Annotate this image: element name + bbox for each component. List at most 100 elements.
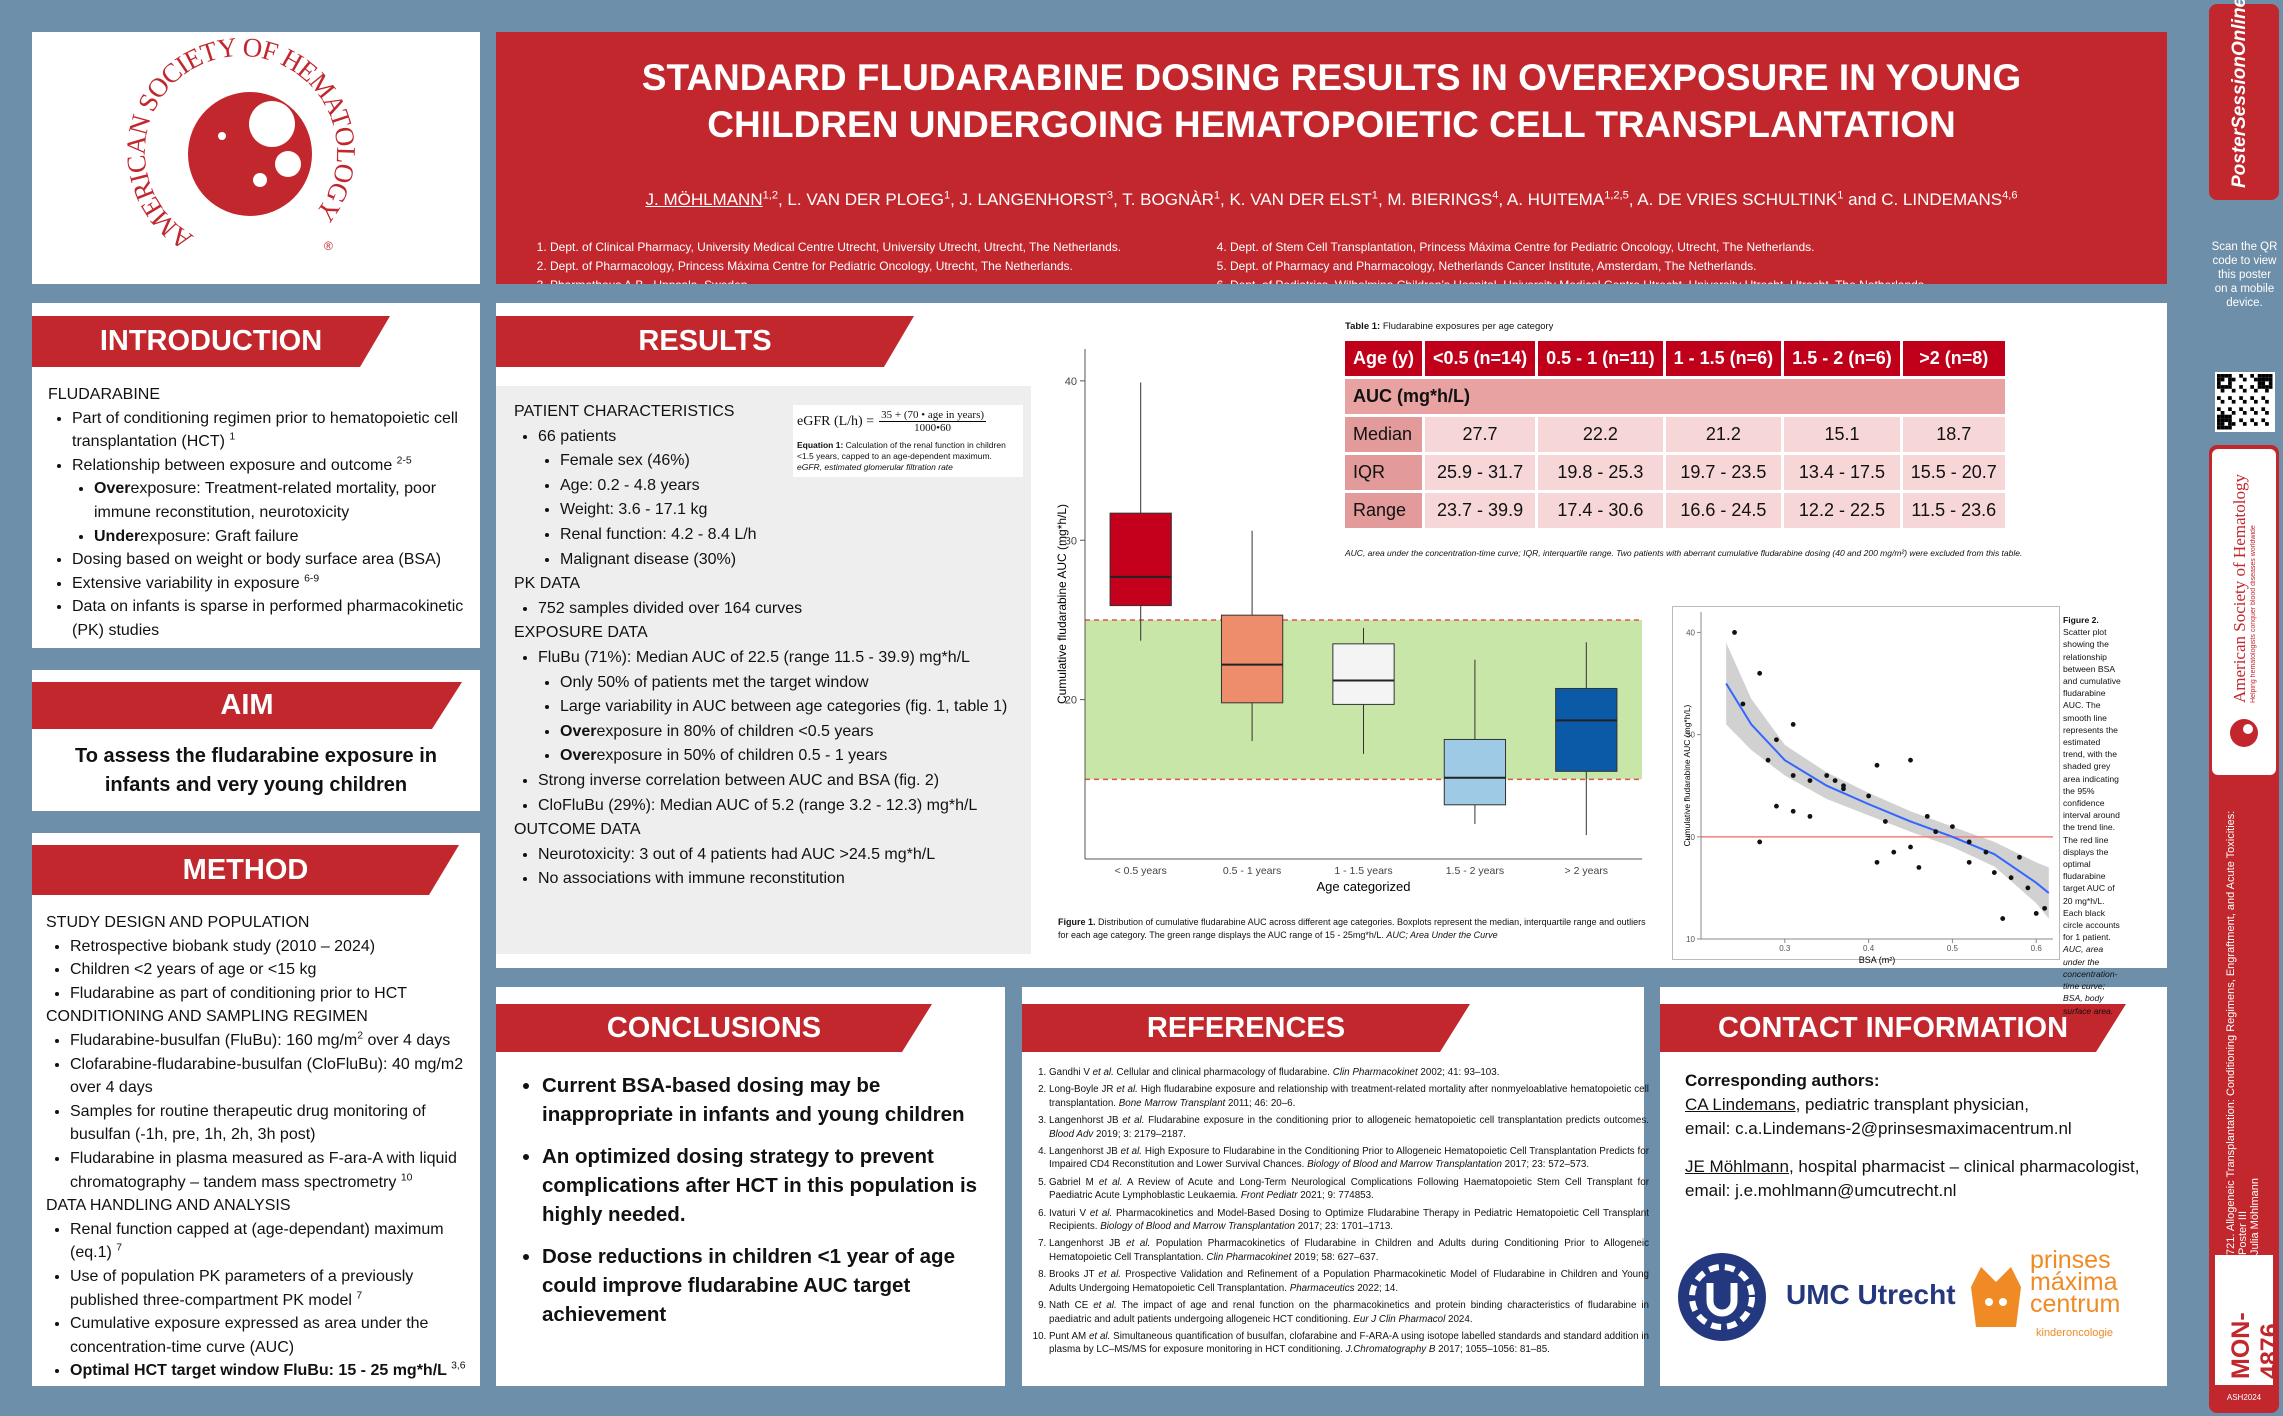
title: STANDARD FLUDARABINE DOSING RESULTS IN O… [496,54,2167,148]
text-run: 1 [1837,189,1844,202]
text-run: Over [560,747,597,765]
section-heading: CONTACT INFORMATION [1660,1004,2126,1052]
bullet-item: Renal function: 4.2 - 8.4 L/h [560,523,1019,548]
reference: Long-Boyle JR et al. High fludarabine ex… [1049,1083,1649,1110]
qr-cell [2257,381,2262,386]
text-run: 2024. [1445,1313,1473,1325]
table-row: IQR 25.9 - 31.7 19.8 - 25.3 19.7 - 23.5 13.4… [1345,455,2005,490]
contact-label: Corresponding authors: [1685,1071,1880,1090]
text-run: 3 [1106,189,1114,202]
text-run: Neurotoxicity: 3 out of 4 patients had A… [538,845,936,863]
text-run: 1,2 [762,189,778,202]
bullet-list: 752 samples divided over 164 curves [514,597,1019,622]
qr-cell [2265,388,2269,393]
sidebar: PosterSessionOnline Scan the QR code to … [2206,0,2283,1416]
qr-cell [2231,388,2236,393]
text-run: 3,6 [451,1360,466,1372]
text-run: Fludarabine in plasma measured as F-ara-… [70,1149,457,1191]
equation-fraction: 35 + (70 • age in years) 1000•60 [879,409,987,434]
qr-cell [2250,407,2254,411]
text-run: exposure in 50% of children 0.5 - 1 year… [596,747,888,765]
text-run: Weight: 3.6 - 17.1 kg [560,501,708,519]
qr-cell [2217,425,2221,430]
text-run: Population Pharmacokinetics of Fludarabi… [1049,1238,1649,1263]
contact-panel: CONTACT INFORMATION Corresponding author… [1660,987,2167,1386]
text-run: 2011; 46: 20–6. [1225,1097,1296,1109]
affiliation: Dept. of Pharmacy and Pharmacology, Neth… [1230,257,1927,276]
text-run: Langenhorst JB [1049,1146,1121,1158]
authors: J. MÖHLMANN1,2, L. VAN DER PLOEG1, J. LA… [496,190,2167,210]
references-panel: REFERENCES [1022,987,1644,1386]
society: American Society of Hematology [2230,474,2249,703]
bullet-item: 66 patients Female sex (46%) Age: 0.2 - 4.… [538,425,1019,573]
bullet-item: Strong inverse correlation between AUC a… [538,769,1019,794]
qr-cell [2231,422,2236,426]
affiliation: Dept. of Pharmacology, Princess Máxima C… [550,257,1121,276]
title-line: STANDARD FLUDARABINE DOSING RESULTS IN O… [641,57,2022,98]
qr-cell [2224,425,2229,430]
text-run: et al. [1126,1238,1151,1250]
affiliation: Dept. of Clinical Pharmacy, University M… [550,238,1121,257]
reference: Brooks JT et al. Prospective Validation … [1049,1268,1649,1295]
text-run: Biology of Blood and Marrow Transplantat… [1307,1159,1502,1171]
pmc-sub: kinderoncologie [2036,1327,2114,1339]
affiliations: Dept. of Stem Cell Transplantation, Prin… [1208,238,1927,284]
text-run: Bone Marrow Transplant [1118,1097,1226,1109]
text-run: CloFluBu (29%): Median AUC of 5.2 (range… [538,796,978,814]
table-header-row: Age (y) <0.5 (n=14) 0.5 - 1 (n=11) 1 - 1.5 … [1345,341,2005,376]
qr-cell [2217,407,2221,411]
section-heading: CONCLUSIONS [496,1004,932,1052]
text-run: 2021; 9: 774853. [1297,1190,1374,1202]
qr-cell [2228,407,2232,411]
qr-cell [2228,422,2232,426]
table-header-cell: <0.5 (n=14) [1425,341,1536,376]
qr-cell [2228,414,2232,419]
equation-numerator: 35 + (70 • age in years) [879,409,987,422]
bullet-item: Fludarabine in plasma measured as F-ara-… [70,1147,471,1194]
section-heading: REFERENCES [1022,1004,1470,1052]
bullet-list: Female sex (46%) Age: 0.2 - 4.8 years Weig… [538,449,1019,572]
qr-cell [2254,411,2258,415]
affiliation: Pharmetheus A.B., Uppsala, Sweden. [550,276,1121,284]
text-run: 6-9 [304,573,320,585]
text-run: Long-Boyle JR [1049,1084,1117,1096]
text-run: High fludarabine exposure and relationsh… [1049,1084,1649,1109]
society-mark [2230,719,2258,747]
logo-reg: ® [324,239,333,253]
text-run: Extensive variability in exposure [72,574,305,592]
conclusions-panel: CONCLUSIONS Current BSA-based dosing may… [496,987,1005,1386]
pmc-word: prinses [2030,1246,2111,1274]
text-run: , L. VAN DER PLOEG [777,190,944,209]
conclusion: Current BSA-based dosing may be inapprop… [542,1071,1005,1129]
text-run: Children <2 years of age or <15 kg [70,961,317,979]
text-run: 2002; 41: 93–103. [1417,1067,1500,1078]
table-cell: 15.1 [1784,417,1900,452]
bullet-item: Part of conditioning regimen prior to he… [72,407,473,454]
text-run: Pharmaceutics [1289,1282,1355,1294]
text-run: Ivaturi V [1049,1207,1090,1219]
table-cell: 17.4 - 30.6 [1538,493,1663,528]
subheading: PK DATA [514,575,581,593]
bullet-item: Clofarabine-fludarabine-busulfan (CloFlu… [70,1053,471,1100]
table-cell: 23.7 - 39.9 [1425,493,1536,528]
table-row: Median 27.7 22.2 21.2 15.1 18.7 [1345,417,2005,452]
bullet-item: Fludarabine-busulfan (FluBu): 160 mg/m2 … [70,1029,471,1053]
text-run: Figure 1. [1058,917,1096,927]
conclusion: Dose reductions in children <1 year of a… [542,1242,1005,1329]
text-run: Punt AM [1049,1330,1089,1342]
bullet-item: Extensive variability in exposure 6-9 [72,572,473,596]
qr-cell [2268,377,2273,382]
text-run: et al. [1089,1207,1113,1219]
qr-cell [2254,399,2258,404]
conclusion: An optimized dosing strategy to prevent … [542,1142,1005,1229]
text-run: Only 50% of patients met the target wind… [560,673,869,691]
text-run: Part of conditioning regimen prior to he… [72,409,458,451]
reference: Punt AM et al. Simultaneous quantificati… [1049,1330,1649,1357]
qr-cell [2228,425,2232,430]
bullet-item: CloFluBu (29%): Median AUC of 5.2 (range… [538,794,1019,819]
brand-box: PosterSessionOnline [2209,0,2279,200]
reference: Langenhorst JB et al. Fludarabine exposu… [1049,1114,1649,1141]
qr-code [2215,372,2275,432]
qr-cell [2228,381,2232,386]
